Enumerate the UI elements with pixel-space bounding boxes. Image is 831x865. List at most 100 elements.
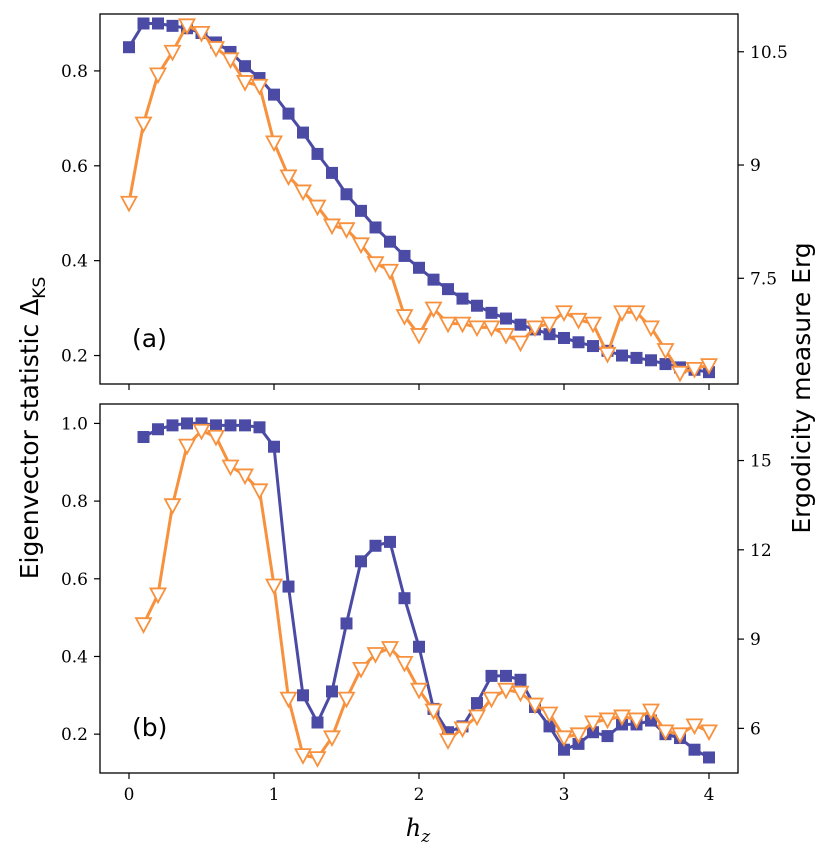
- triangle-marker: [366, 647, 385, 664]
- triangle-marker: [177, 438, 197, 456]
- triangle-marker: [308, 199, 327, 217]
- square-marker: [181, 417, 193, 430]
- square-marker: [558, 743, 570, 756]
- square-marker: [471, 299, 483, 312]
- bottom-ticks-b: 0 1 2 3 4: [124, 773, 715, 805]
- square-marker: [282, 580, 295, 593]
- square-marker: [645, 354, 657, 367]
- triangle-marker: [453, 721, 472, 739]
- triangle-marker: [699, 358, 719, 375]
- triangle-marker: [496, 328, 516, 345]
- right-tick-label: 9: [750, 630, 761, 650]
- triangle-marker: [119, 195, 139, 213]
- bottom-tick-label: 3: [559, 785, 570, 805]
- square-marker: [514, 673, 527, 686]
- y-axis-left-title-subscript: KS: [30, 277, 50, 299]
- square-marker: [543, 720, 556, 733]
- square-marker: [587, 340, 599, 353]
- square-marker: [326, 166, 338, 179]
- triangle-marker: [264, 578, 284, 596]
- square-marker: [282, 107, 295, 120]
- left-tick-label: 0.4: [61, 647, 88, 667]
- triangle-marker: [641, 320, 661, 338]
- triangle-marker: [511, 335, 530, 353]
- triangle-marker: [279, 169, 298, 187]
- triangle-marker: [467, 320, 487, 338]
- square-marker: [485, 306, 498, 319]
- square-marker: [500, 312, 512, 325]
- square-marker: [485, 669, 498, 682]
- square-marker: [239, 60, 251, 73]
- triangle-marker: [583, 316, 603, 334]
- triangle-marker: [308, 751, 327, 768]
- triangle-marker: [496, 682, 516, 700]
- square-marker: [645, 714, 657, 727]
- triangle-marker: [525, 320, 545, 338]
- square-marker: [123, 41, 135, 54]
- triangle-marker: [438, 733, 458, 751]
- square-marker: [297, 126, 309, 139]
- square-marker: [340, 188, 353, 201]
- right-tick-label: 7.5: [750, 269, 777, 289]
- square-marker: [152, 17, 164, 30]
- triangle-marker: [685, 718, 704, 736]
- triangle-marker: [670, 727, 690, 745]
- triangle-marker: [235, 75, 255, 92]
- left-tick-label: 0.6: [61, 570, 88, 590]
- square-marker: [413, 261, 425, 274]
- triangle-marker: [163, 44, 182, 62]
- left-tick-label: 0.6: [61, 157, 88, 177]
- triangle-marker: [685, 361, 704, 379]
- y-axis-left-title-text: Eigenvector statistic Δ: [15, 299, 44, 580]
- square-marker: [456, 292, 469, 305]
- left-ticks-a: 0.2 0.4 0.6 0.8: [61, 62, 100, 367]
- square-marker: [239, 419, 251, 432]
- square-marker: [369, 221, 382, 234]
- right-tick-label: 15: [750, 452, 772, 472]
- triangle-marker: [380, 263, 400, 281]
- plot-layer-b: [134, 417, 719, 768]
- triangle-marker: [163, 498, 182, 515]
- left-tick-label: 0.4: [61, 252, 88, 272]
- square-marker: [558, 331, 570, 344]
- triangle-marker: [612, 709, 632, 727]
- triangle-marker: [148, 67, 168, 85]
- triangle-marker: [540, 706, 559, 724]
- triangle-marker: [511, 685, 530, 703]
- triangle-marker: [670, 365, 690, 383]
- bottom-tick-label: 4: [704, 785, 715, 805]
- left-ticks-b: 0.2 0.4 0.6 0.8 1.0: [61, 414, 100, 745]
- triangle-marker: [395, 655, 414, 673]
- triangle-marker: [192, 25, 211, 43]
- right-tick-label: 10.5: [750, 43, 788, 63]
- triangle-marker: [569, 727, 588, 745]
- square-marker: [311, 716, 324, 729]
- square-marker: [413, 640, 425, 653]
- square-marker: [514, 318, 527, 331]
- square-marker: [152, 423, 164, 436]
- square-marker: [616, 349, 628, 362]
- square-marker: [166, 19, 179, 32]
- triangle-marker: [583, 715, 603, 733]
- square-marker: [355, 204, 367, 217]
- triangle-marker: [627, 712, 646, 730]
- square-marker: [384, 235, 396, 248]
- triangle-marker: [293, 748, 313, 765]
- triangle-marker: [235, 468, 255, 486]
- triangle-marker: [612, 305, 632, 323]
- right-ticks-a: 7.5 9 10.5: [738, 43, 788, 289]
- x-axis-title-text: h: [406, 814, 421, 842]
- triangle-marker: [366, 256, 385, 273]
- square-marker: [601, 730, 614, 743]
- triangle-marker: [279, 691, 298, 709]
- left-tick-label: 1.0: [61, 414, 88, 434]
- square-marker: [427, 273, 440, 286]
- square-marker: [572, 336, 585, 349]
- square-marker: [398, 249, 411, 262]
- triangle-marker: [148, 587, 168, 605]
- triangle-marker: [337, 222, 356, 239]
- square-marker: [210, 419, 222, 432]
- panel-a: 0.2 0.4 0.6 0.8 7.5 9 10.5 (a): [61, 13, 788, 390]
- triangle-marker: [192, 423, 211, 441]
- triangle-marker: [467, 709, 487, 727]
